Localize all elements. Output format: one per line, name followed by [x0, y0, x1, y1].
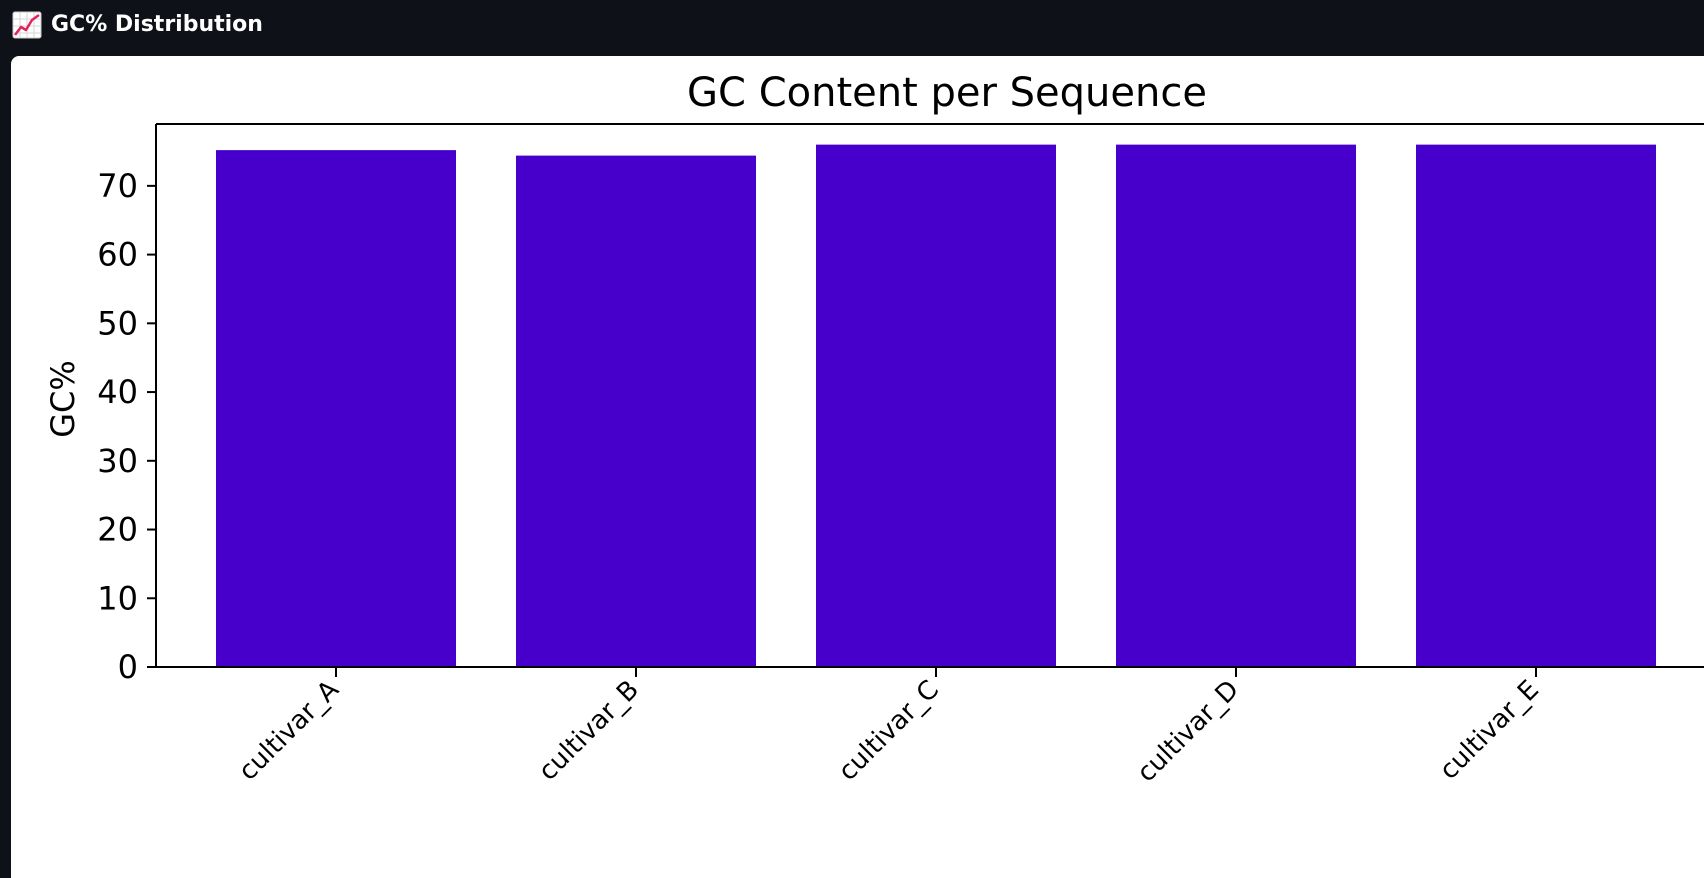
page-title: GC% Distribution: [51, 12, 263, 37]
y-tick-label: 30: [97, 442, 138, 480]
chart-increasing-icon: [12, 11, 42, 39]
y-tick-label: 0: [118, 648, 138, 686]
y-tick-label: 70: [97, 167, 138, 205]
bar-cultivar_C: [816, 144, 1056, 668]
y-tick-label: 40: [97, 373, 138, 411]
x-tick-label: cultivar_D: [1131, 675, 1244, 788]
x-tick-label: cultivar_E: [1434, 675, 1545, 786]
x-tick-label: cultivar_C: [833, 675, 945, 787]
x-tick-label: cultivar_A: [233, 675, 345, 787]
bar-cultivar_E: [1416, 144, 1656, 668]
bar-chart: GC Content per Sequence GC% 0 10 20 30 40 50 6…: [44, 70, 1704, 788]
chart-title: GC Content per Sequence: [687, 70, 1207, 116]
x-tick-label: cultivar_B: [533, 675, 645, 787]
y-axis-label: GC%: [44, 360, 82, 438]
chart-panel: GC Content per Sequence GC% 0 10 20 30 40 50 6…: [11, 56, 1704, 878]
y-tick-label: 50: [97, 304, 138, 342]
app-header: GC% Distribution: [0, 0, 1704, 52]
bars-group: [216, 144, 1656, 668]
y-tick-label: 20: [97, 511, 138, 549]
y-axis: 0 10 20 30 40 50 60 70: [97, 123, 1704, 686]
y-tick-label: 10: [97, 579, 138, 617]
bar-cultivar_D: [1116, 144, 1356, 668]
bar-cultivar_B: [516, 155, 756, 667]
x-axis: cultivar_A cultivar_B cultivar_C cultivar_D…: [156, 666, 1704, 788]
bar-cultivar_A: [216, 150, 456, 667]
y-tick-label: 60: [97, 236, 138, 274]
